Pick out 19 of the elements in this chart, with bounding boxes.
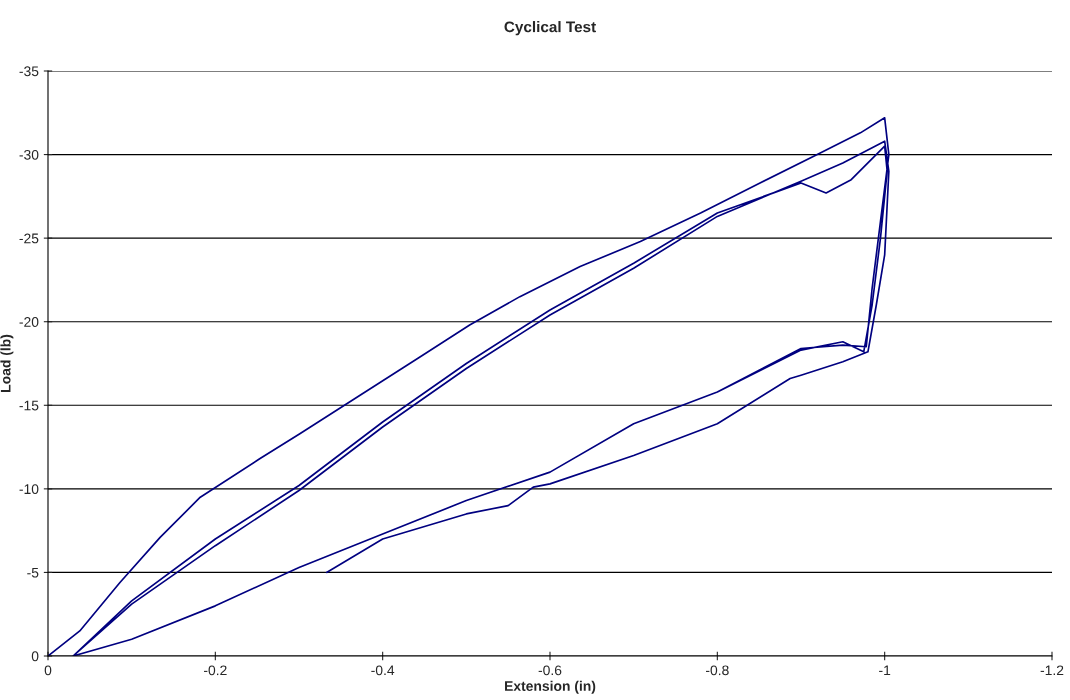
y-tick-label: -25	[19, 233, 39, 244]
y-tick-label: -20	[19, 317, 39, 327]
y-tick-label: -35	[19, 66, 39, 77]
x-tick-label: -0.2	[203, 665, 227, 676]
x-tick-label: -0.4	[371, 665, 395, 676]
x-tick-label: -1	[879, 665, 891, 676]
x-axis-title: Extension (in)	[505, 680, 596, 694]
y-axis-title: Load (lb)	[0, 334, 14, 392]
x-tick-label: -1.2	[1040, 665, 1064, 676]
y-tick-label: 0	[31, 651, 39, 662]
x-tick-label: 0	[44, 665, 52, 676]
y-tick-label: -10	[19, 484, 39, 495]
chart-title: Cyclical Test	[504, 21, 596, 36]
y-tick-label: -30	[19, 149, 39, 160]
x-tick-label: -0.6	[538, 665, 562, 676]
x-tick-label: -0.8	[705, 665, 729, 676]
y-tick-label: -15	[19, 400, 39, 411]
y-tick-label: -5	[27, 567, 39, 578]
line-series	[48, 116, 890, 656]
